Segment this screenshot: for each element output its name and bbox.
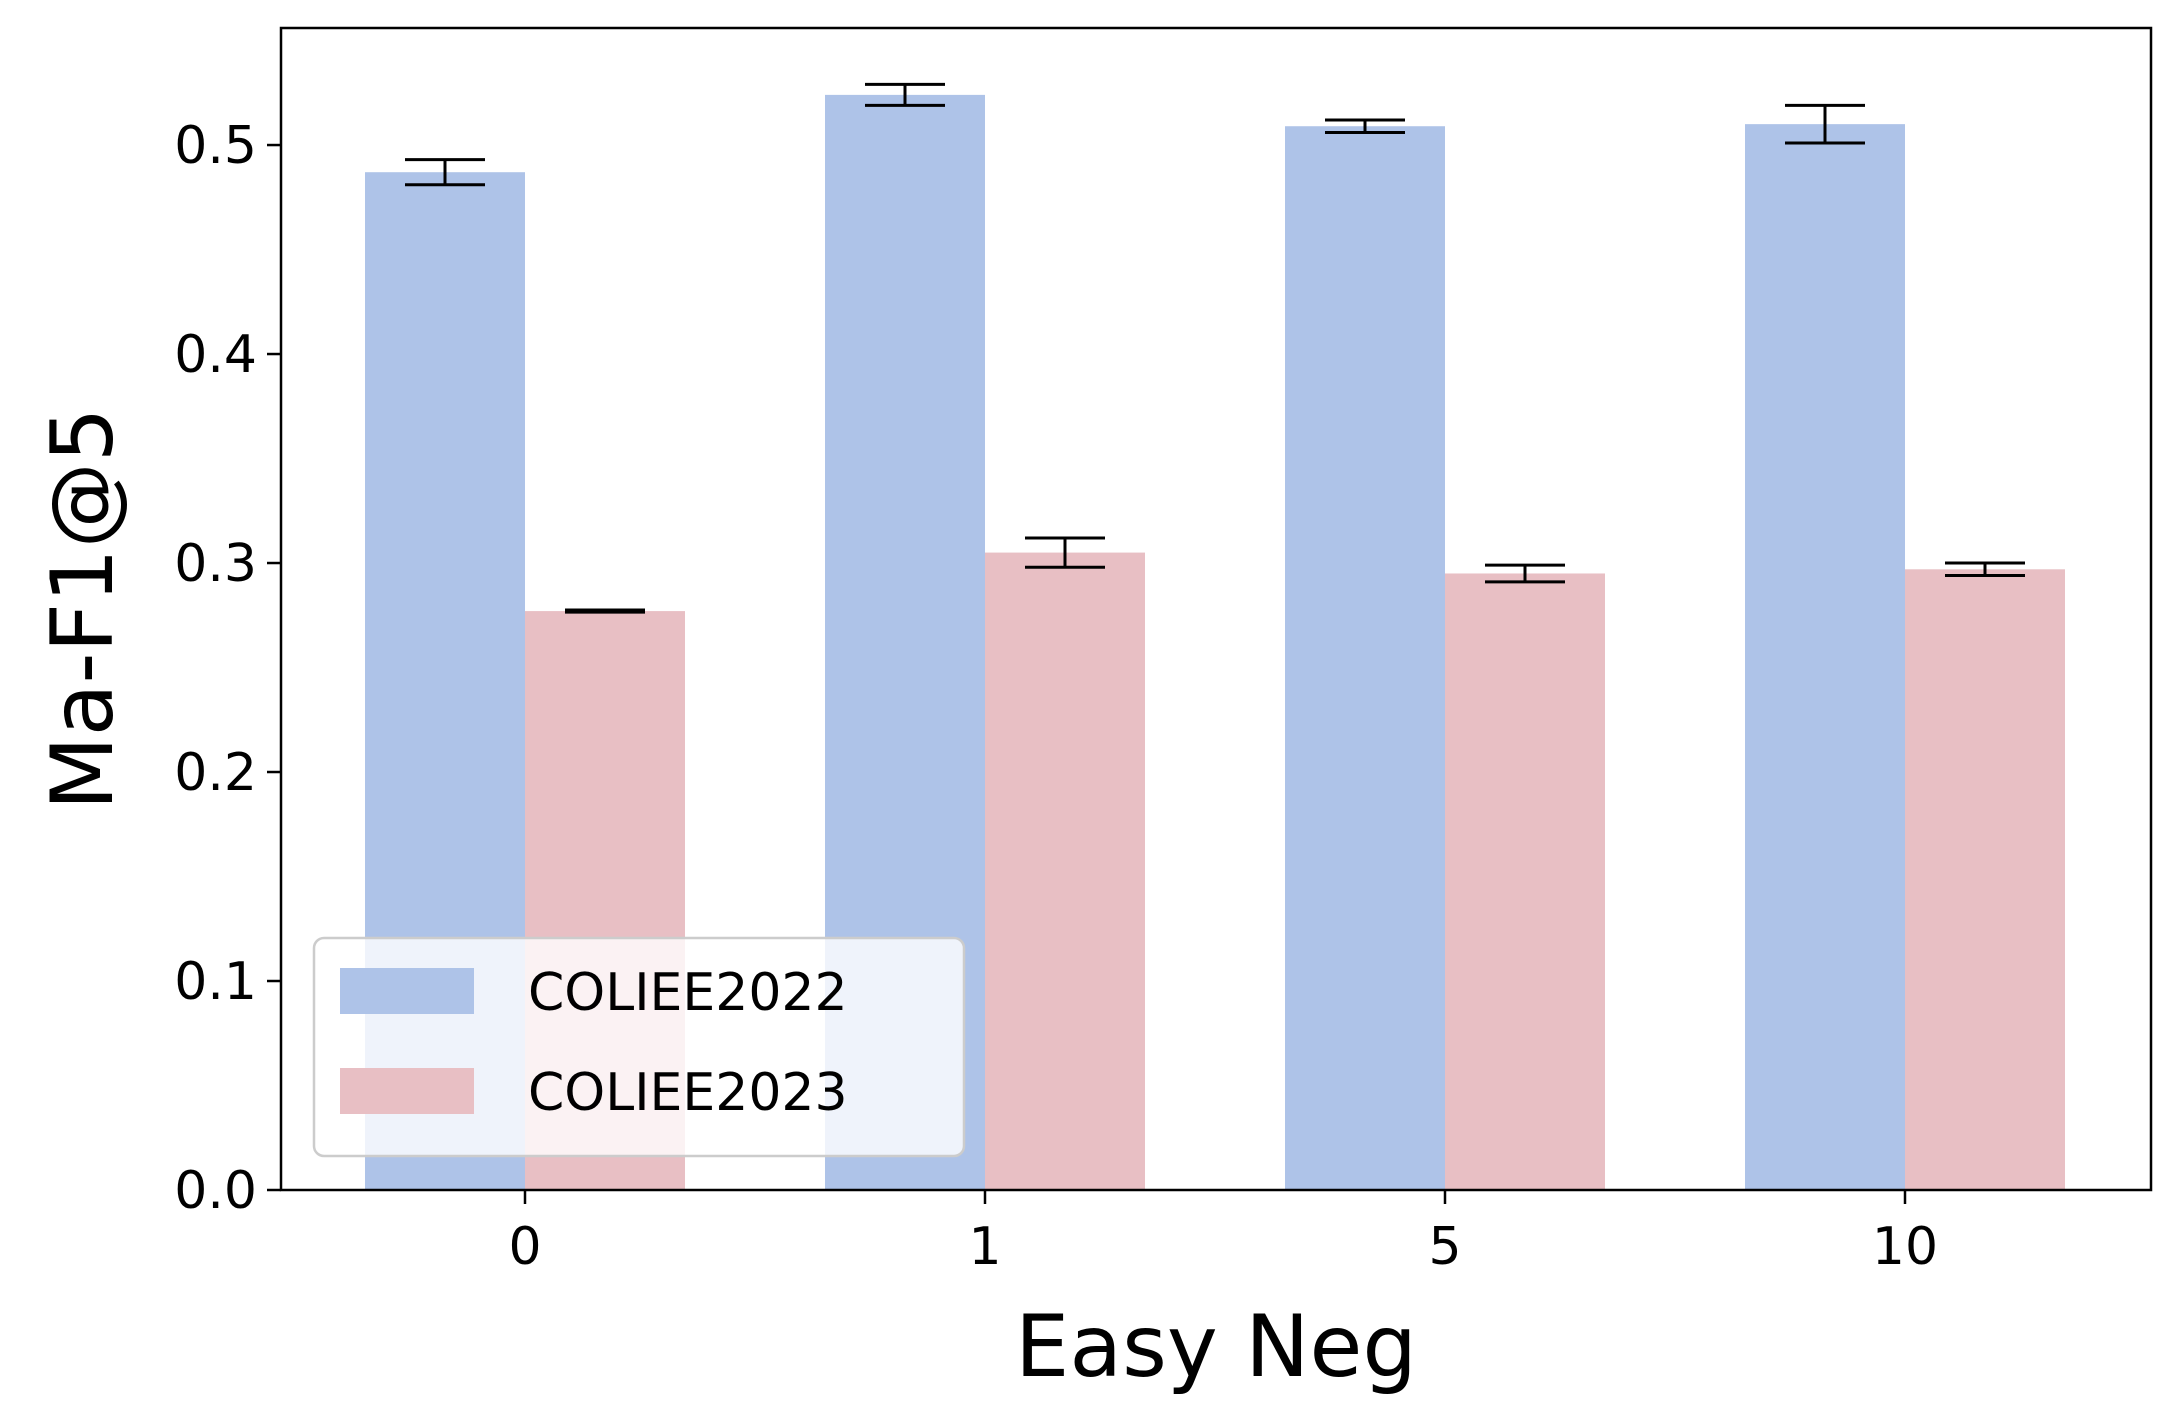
legend-swatch-coliee2022	[340, 968, 474, 1014]
y-axis: 0.0 0.1 0.2 0.3 0.4 0.5	[174, 116, 281, 1221]
x-axis: 0 1 5 10	[508, 1190, 1938, 1277]
y-axis-title: Ma-F1@5	[33, 408, 133, 811]
bar-coliee2023-1	[985, 552, 1145, 1190]
y-tick-label: 0.0	[174, 1161, 257, 1221]
y-tick-label: 0.5	[174, 116, 257, 176]
error-bar-coliee2023-10	[1945, 561, 2025, 578]
x-tick-label: 0	[508, 1217, 541, 1277]
error-bar-coliee2022-1	[865, 82, 945, 107]
bar-coliee2022-10	[1745, 124, 1905, 1190]
error-bar-coliee2022-10	[1785, 103, 1865, 145]
y-tick-label: 0.3	[174, 534, 257, 594]
y-tick-label: 0.2	[174, 743, 257, 803]
x-axis-title: Easy Neg	[1015, 1297, 1417, 1397]
x-tick-label: 1	[968, 1217, 1001, 1277]
legend-box	[312, 936, 966, 1158]
error-bar-coliee2022-5	[1325, 118, 1405, 134]
error-bar-coliee2023-1	[1025, 536, 1105, 569]
plot-frame	[279, 26, 2153, 1192]
bar-coliee2022-5	[1285, 126, 1445, 1191]
legend-label-coliee2023: COLIEE2023	[528, 1063, 848, 1123]
bar-coliee2023-10	[1905, 569, 2065, 1190]
bar-coliee2023-5	[1445, 573, 1605, 1190]
error-bar-coliee2022-0	[405, 158, 485, 187]
legend-label-coliee2022: COLIEE2022	[528, 963, 848, 1023]
error-bar-coliee2023-5	[1485, 563, 1565, 584]
legend: COLIEE2022 COLIEE2023	[312, 936, 966, 1158]
y-tick-label: 0.1	[174, 952, 257, 1012]
x-tick-label: 10	[1872, 1217, 1938, 1277]
error-bars-layer	[405, 82, 2025, 614]
x-tick-label: 5	[1428, 1217, 1461, 1277]
legend-swatch-coliee2023	[340, 1068, 474, 1114]
y-tick-label: 0.4	[174, 325, 257, 385]
error-bar-coliee2023-0	[565, 608, 645, 614]
